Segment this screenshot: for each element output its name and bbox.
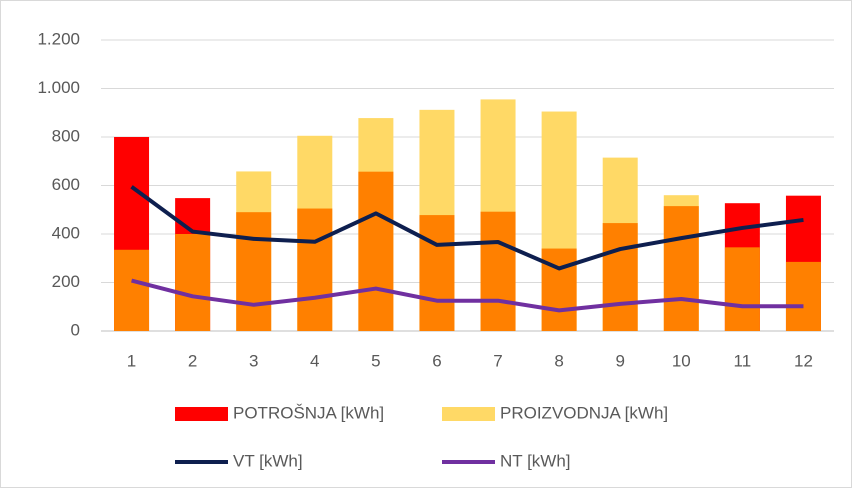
bar bbox=[297, 208, 333, 331]
x-tick-label: 12 bbox=[794, 351, 813, 370]
x-tick-label: 4 bbox=[310, 351, 319, 370]
y-tick-label: 1.000 bbox=[37, 78, 80, 97]
x-tick-label: 7 bbox=[493, 351, 502, 370]
x-tick-label: 6 bbox=[432, 351, 441, 370]
bar bbox=[785, 261, 821, 331]
legend-swatch bbox=[442, 407, 495, 421]
legend-label: NT [kWh] bbox=[500, 451, 571, 470]
bar bbox=[541, 248, 577, 331]
x-tick-label: 10 bbox=[672, 351, 691, 370]
bar bbox=[419, 215, 455, 331]
bar bbox=[114, 249, 150, 331]
x-tick-label: 2 bbox=[188, 351, 197, 370]
x-tick-label: 1 bbox=[127, 351, 136, 370]
bar bbox=[480, 211, 516, 331]
bar bbox=[602, 223, 638, 331]
bar bbox=[175, 234, 211, 331]
x-tick-label: 9 bbox=[615, 351, 624, 370]
bar bbox=[663, 206, 699, 331]
legend-label: VT [kWh] bbox=[233, 451, 303, 470]
bar bbox=[724, 247, 760, 331]
y-tick-label: 200 bbox=[52, 272, 80, 291]
x-tick-label: 8 bbox=[554, 351, 563, 370]
x-tick-label: 11 bbox=[734, 351, 752, 370]
legend-swatch bbox=[175, 407, 228, 421]
line bbox=[130, 185, 804, 271]
bar bbox=[358, 171, 394, 331]
y-tick-label: 800 bbox=[52, 126, 80, 145]
y-tick-label: 400 bbox=[52, 223, 80, 242]
y-tick-label: 1.200 bbox=[37, 29, 80, 48]
x-tick-label: 5 bbox=[371, 351, 380, 370]
legend-label: POTROŠNJA [kWh] bbox=[233, 403, 384, 422]
y-tick-label: 600 bbox=[52, 175, 80, 194]
x-tick-label: 3 bbox=[249, 351, 258, 370]
legend-label: PROIZVODNJA [kWh] bbox=[500, 403, 668, 422]
bar bbox=[236, 212, 272, 331]
y-tick-label: 0 bbox=[71, 320, 80, 339]
line bbox=[131, 278, 804, 313]
